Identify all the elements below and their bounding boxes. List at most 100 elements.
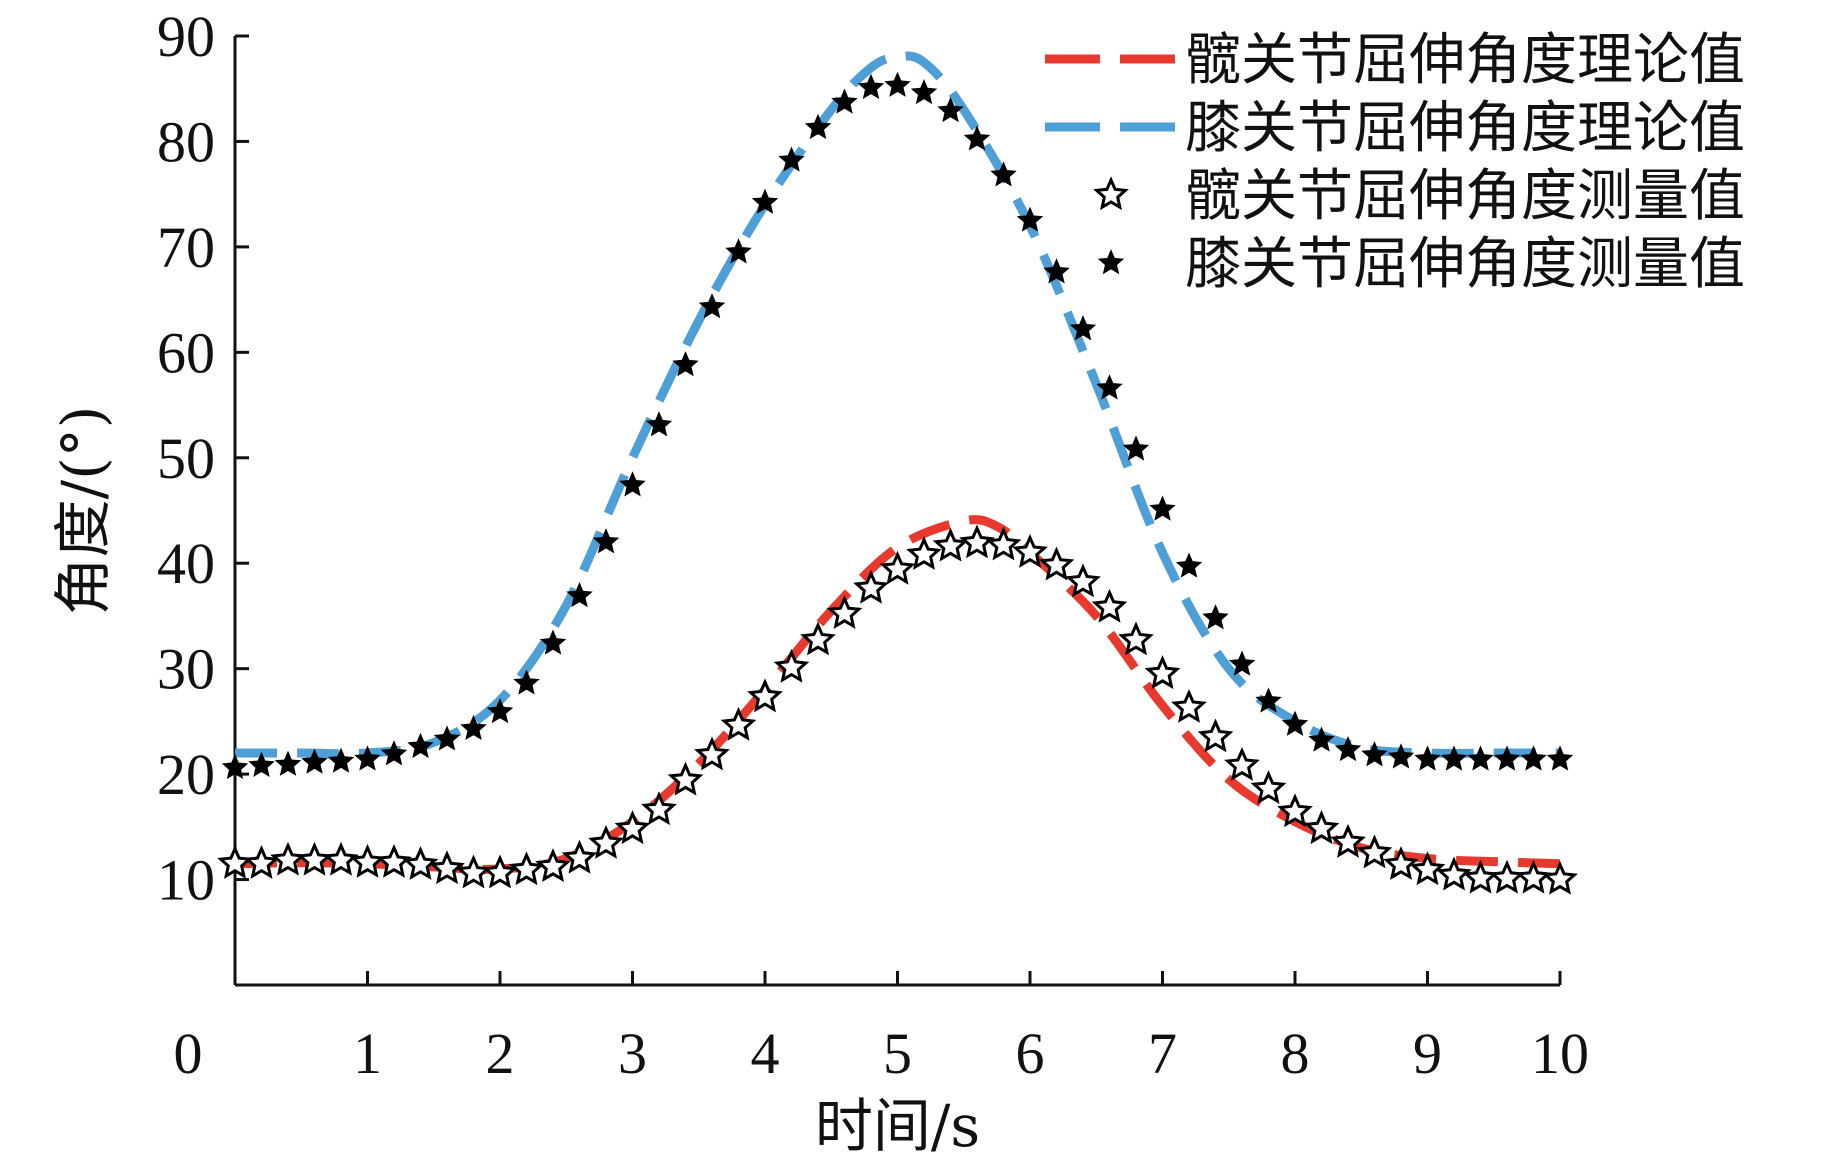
data-point: [959, 524, 995, 559]
data-point: [1489, 859, 1525, 894]
data-point: [937, 96, 964, 123]
data-point: [1228, 650, 1256, 676]
data-point: [433, 725, 461, 751]
data-point: [349, 843, 386, 878]
x-axis-title: 时间/s: [815, 1092, 980, 1160]
y-tick-label: 10: [157, 848, 215, 913]
x-tick-label: 6: [1016, 1021, 1045, 1086]
y-tick-label: 20: [157, 742, 215, 807]
data-point: [720, 706, 757, 741]
data-point: [1467, 745, 1494, 771]
x-tick-label: 10: [1531, 1021, 1589, 1086]
data-point: [1520, 745, 1547, 771]
data-point: [1118, 621, 1154, 656]
data-point: [588, 824, 624, 859]
data-point: [826, 595, 863, 630]
data-point: [725, 238, 752, 264]
data-point: [508, 851, 545, 886]
data-point: [667, 761, 704, 796]
data-point: [853, 569, 889, 604]
data-point: [1038, 546, 1075, 581]
axes: 0 1 2 3 4 5 6 7 8 9 10 10 20 30 40 50 60 70 80 90: [157, 4, 1589, 1086]
data-point: [614, 810, 651, 845]
data-point: [985, 526, 1022, 561]
data-point: [773, 648, 810, 683]
x-tick-label: 8: [1281, 1021, 1310, 1086]
data-point: [566, 581, 593, 608]
data-point: [407, 732, 434, 758]
x-tick-label: 9: [1413, 1021, 1442, 1086]
x-tick-label: 5: [883, 1021, 912, 1086]
data-point: [1224, 746, 1260, 781]
data-point: [1308, 726, 1335, 752]
data-point: [1091, 588, 1128, 623]
series-line-0: [234, 515, 1561, 874]
data-point: [327, 747, 355, 773]
data-point: [932, 527, 969, 562]
legend-label: 膝关节屈伸角度测量值: [1185, 232, 1745, 297]
data-point: [1383, 846, 1419, 880]
data-point: [1414, 745, 1441, 771]
x-tick-label: 2: [486, 1021, 515, 1086]
data-point: [778, 146, 805, 172]
data-point: [535, 848, 571, 882]
data-point: [910, 78, 938, 105]
legend-swatch: [1093, 176, 1129, 211]
legend-item-3: 膝关节屈伸角度测量值: [1097, 232, 1745, 297]
data-point: [243, 844, 280, 879]
data-point: [323, 841, 359, 876]
data-point: [1175, 552, 1203, 578]
data-point: [619, 471, 646, 497]
y-axis-title: 角度/(°): [49, 406, 117, 616]
data-point: [990, 161, 1017, 187]
data-point: [376, 843, 412, 878]
data-point: [800, 621, 836, 656]
data-point: [1356, 834, 1393, 869]
y-tick-label: 40: [157, 531, 215, 596]
data-point: [1197, 718, 1234, 753]
data-point: [747, 678, 783, 713]
series-points-2: [217, 524, 1578, 895]
data-point: [1043, 258, 1070, 284]
data-point: [1277, 793, 1313, 828]
legend-label: 髋关节屈伸角度测量值: [1185, 164, 1745, 229]
data-point: [1546, 745, 1574, 771]
legend-item-2: 髋关节屈伸角度测量值: [1093, 164, 1745, 229]
data-point: [694, 736, 730, 771]
data-point: [1069, 315, 1097, 341]
data-point: [1440, 745, 1468, 771]
legend-item-0: 髋关节屈伸角度理论值: [1045, 28, 1745, 93]
data-point: [672, 351, 699, 377]
data-point: [217, 844, 253, 879]
data-point: [1281, 710, 1309, 736]
data-point: [1493, 745, 1521, 771]
data-point: [1387, 743, 1415, 769]
data-point: [248, 751, 275, 777]
data-point: [513, 669, 540, 695]
markers-layer: [217, 71, 1578, 895]
data-point: [221, 753, 249, 780]
data-point: [1409, 851, 1446, 886]
data-point: [592, 528, 620, 554]
y-tick-label: 30: [157, 637, 215, 702]
data-point: [482, 854, 518, 889]
data-point: [1202, 604, 1229, 630]
data-point: [486, 697, 514, 724]
data-point: [301, 748, 328, 774]
data-point: [804, 113, 832, 139]
data-point: [296, 841, 333, 876]
legend-item-1: 膝关节屈伸角度理论值: [1045, 96, 1745, 161]
data-point: [1144, 655, 1181, 690]
legend-label: 髋关节屈伸角度理论值: [1185, 28, 1745, 93]
data-point: [1122, 435, 1150, 461]
data-point: [1149, 495, 1176, 521]
data-point: [274, 750, 302, 776]
data-point: [884, 71, 911, 97]
data-point: [1334, 735, 1362, 762]
legend-swatch: [1097, 249, 1125, 275]
data-point: [1096, 374, 1123, 400]
data-point: [1436, 856, 1472, 891]
data-point: [402, 846, 439, 880]
